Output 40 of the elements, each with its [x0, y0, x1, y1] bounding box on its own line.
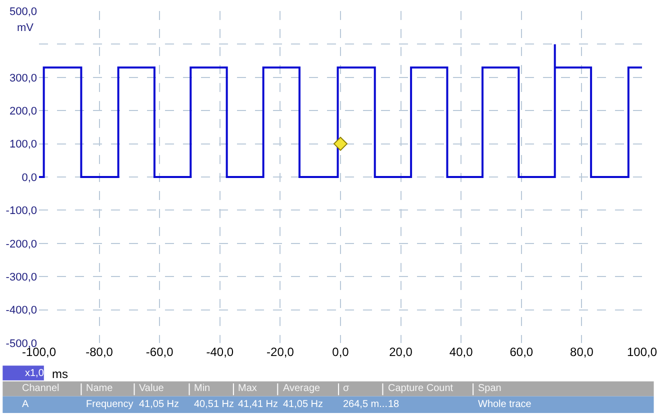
x-tick-label: -20,0	[266, 345, 294, 359]
text: x1,0	[25, 368, 44, 379]
text: 41,41 Hz	[238, 399, 278, 410]
text: Capture Count	[388, 383, 454, 394]
text: 264,5 m...	[343, 399, 388, 410]
text: Frequency	[86, 399, 134, 410]
text: Whole trace	[478, 399, 532, 410]
y-tick-label: 200,0	[9, 105, 37, 118]
x-axis-title: ms	[52, 367, 68, 381]
y-tick-label: -200,0	[6, 238, 37, 250]
y-tick-label: -100,0	[6, 205, 37, 218]
text: Span	[478, 383, 502, 394]
x-tick-label: -60,0	[146, 345, 174, 359]
text: 40,51 Hz	[194, 399, 234, 410]
y-tick-label: -300,0	[6, 271, 37, 284]
text: Min	[194, 383, 210, 394]
x-tick-label: 40,0	[449, 345, 474, 359]
y-axis-title: mV	[17, 22, 34, 34]
text: 41,05 Hz	[283, 399, 324, 410]
text: A	[22, 399, 29, 410]
text: Name	[86, 383, 114, 394]
x-tick-label: 100,0	[626, 345, 658, 359]
text: 41,05 Hz	[139, 399, 180, 410]
text: Max	[238, 383, 257, 394]
y-tick-label: 100,0	[9, 138, 37, 151]
y-tick-label: 300,0	[9, 72, 37, 84]
text: σ	[343, 383, 350, 394]
x-tick-label: 20,0	[389, 345, 413, 359]
x-tick-label: -40,0	[206, 345, 234, 359]
y-tick-label: 500,0	[9, 6, 37, 18]
text: Value	[139, 383, 164, 394]
text: 18	[388, 399, 400, 410]
text: Average	[283, 383, 321, 394]
x-tick-label: 80,0	[570, 345, 594, 359]
text: Channel	[22, 383, 60, 394]
x-tick-label: 0,0	[332, 345, 350, 359]
x-tick-label: 60,0	[510, 345, 534, 359]
y-tick-label: -400,0	[6, 304, 37, 317]
x-tick-label: -80,0	[86, 345, 114, 359]
y-tick-label: 0,0	[22, 172, 37, 184]
